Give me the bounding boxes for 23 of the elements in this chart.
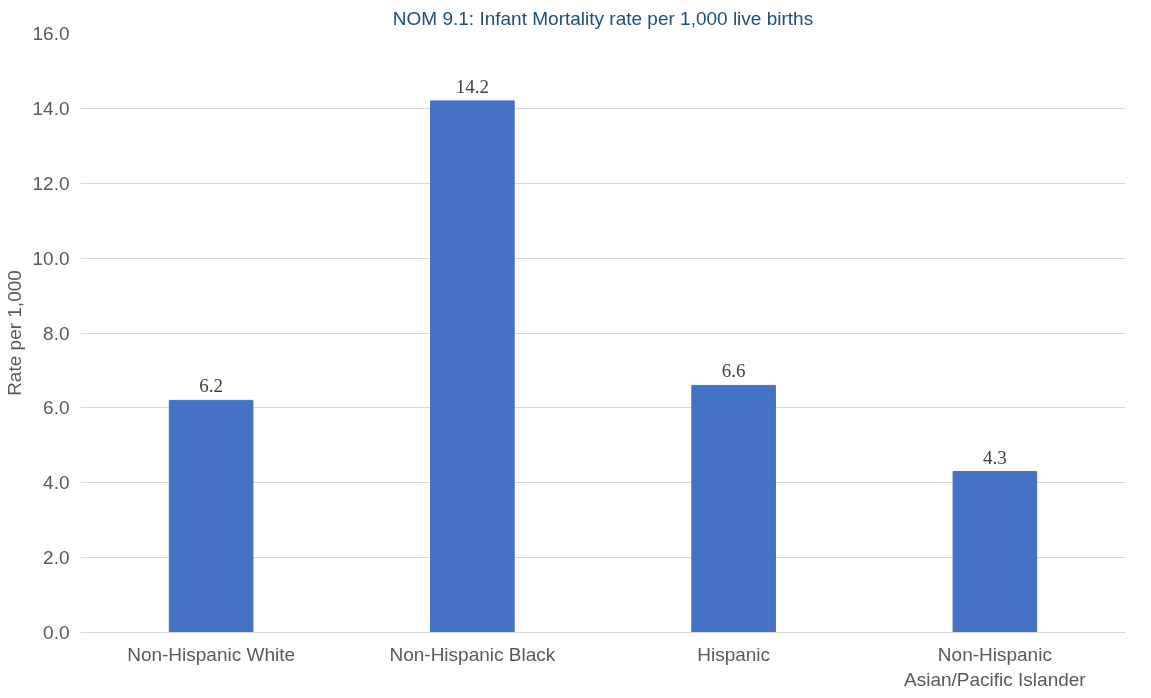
x-tick-label: Non-Hispanic White xyxy=(127,643,296,665)
y-tick-label: 6.0 xyxy=(43,397,70,419)
bar xyxy=(168,399,254,633)
bar xyxy=(691,384,776,633)
y-tick-label: 4.0 xyxy=(43,472,70,494)
bar xyxy=(952,471,1038,633)
y-tick-label: 2.0 xyxy=(43,547,70,569)
y-tick-label: 14.0 xyxy=(32,97,70,119)
data-label: 4.3 xyxy=(983,446,1007,468)
chart-title: NOM 9.1: Infant Mortality rate per 1,000 live births xyxy=(392,7,814,29)
y-tick-label: 16.0 xyxy=(32,23,70,44)
bar xyxy=(430,100,515,633)
y-tick-label: 8.0 xyxy=(43,322,70,344)
y-tick-label: 0.0 xyxy=(43,622,70,643)
y-tick-label: 12.0 xyxy=(32,172,70,194)
data-label: 6.6 xyxy=(721,360,746,382)
x-tick-label: Hispanic xyxy=(697,643,771,665)
y-tick-label: 10.0 xyxy=(32,247,70,269)
x-tick-label: Non-Hispanic Asian/Pacific Islander xyxy=(904,643,1087,690)
y-axis-title: Rate per 1,000 xyxy=(3,270,25,396)
x-tick-label: Non-Hispanic Black xyxy=(389,643,556,665)
data-label: 14.2 xyxy=(455,75,489,97)
data-label: 6.2 xyxy=(199,375,223,397)
